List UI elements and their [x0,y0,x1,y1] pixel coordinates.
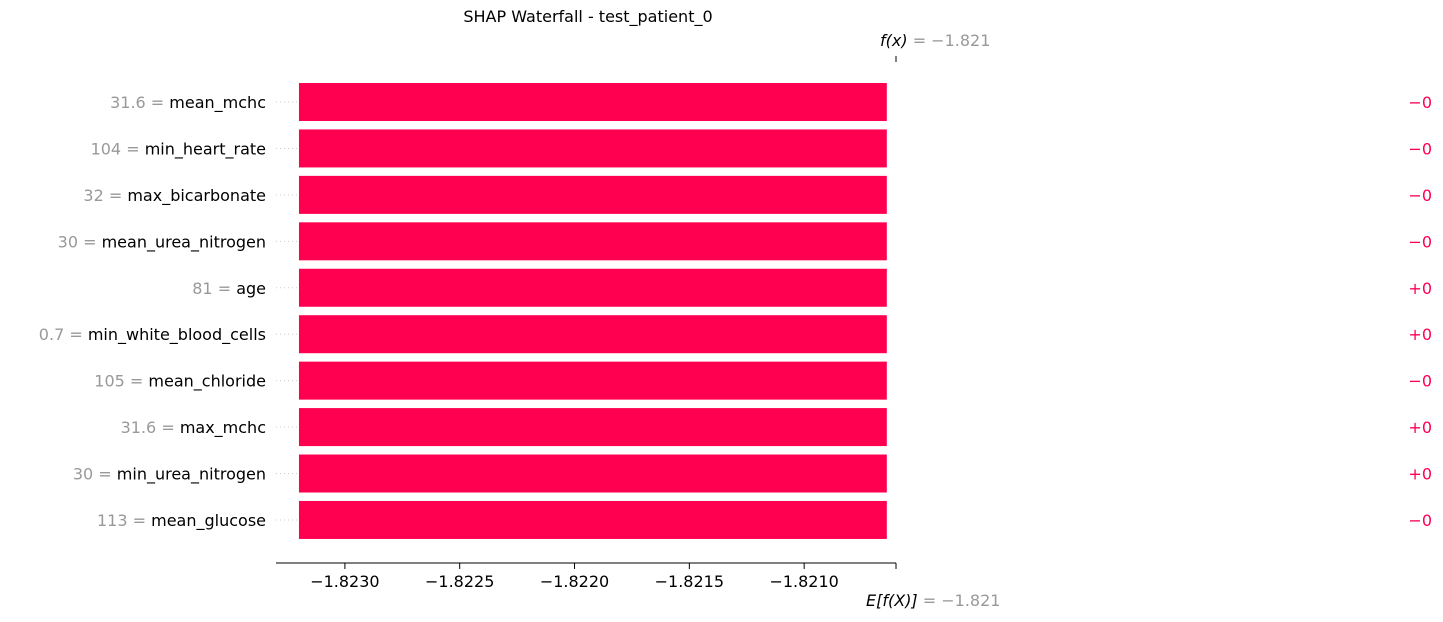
feature-label-max_bicarbonate: 32 = max_bicarbonate [83,186,266,206]
shap-value-label: −0 [1408,511,1432,530]
fx-value: = −1.821 [912,31,991,50]
shap-value-label: −0 [1408,372,1432,391]
shap-value-label: +0 [1408,465,1432,484]
x-tick-label: −1.8215 [655,572,724,591]
shap-value-label: +0 [1408,279,1432,298]
feature-name: min_white_blood_cells [88,325,266,345]
feature-label-mean_chloride: 105 = mean_chloride [94,372,266,392]
feature-value: 30 = [58,232,102,251]
efx-value: = −1.821 [922,591,1001,610]
feature-name: min_heart_rate [145,139,266,159]
feature-label-min_urea_nitrogen: 30 = min_urea_nitrogen [73,465,266,485]
feature-value: 32 = [83,186,127,205]
feature-value: 104 = [91,139,145,158]
shap-bar-min_urea_nitrogen [298,454,887,493]
x-tick-label: −1.8230 [310,572,379,591]
feature-label-mean_glucose: 113 = mean_glucose [97,511,266,531]
shap-bar-mean_chloride [298,361,887,400]
feature-value: 105 = [94,372,148,391]
feature-name: max_mchc [180,418,266,438]
feature-label-age: 81 = age [192,279,266,298]
feature-name: min_urea_nitrogen [117,465,266,485]
feature-value: 31.6 = [110,93,169,112]
efx-label: E[f(X)] [866,591,918,610]
shap-bar-age [298,268,887,307]
feature-name: mean_chloride [148,372,266,392]
x-tick-label: −1.8210 [769,572,838,591]
shap-value-label: −0 [1408,186,1432,205]
shap-bar-min_white_blood_cells [298,315,887,354]
feature-label-mean_mchc: 31.6 = mean_mchc [110,93,266,113]
shap-bar-max_bicarbonate [298,175,887,214]
fx-annotation: f(x) = −1.821 [880,31,990,50]
shap-value-label: +0 [1408,418,1432,437]
feature-name: mean_mchc [169,93,266,113]
feature-name: mean_glucose [151,511,266,531]
x-tick-label: −1.8225 [425,572,494,591]
chart-title: SHAP Waterfall - test_patient_0 [463,7,713,26]
shap-value-label: −0 [1408,93,1432,112]
shap-value-label: −0 [1408,232,1432,251]
fx-label: f(x) [880,31,908,50]
feature-name: age [236,279,266,298]
shap-bar-mean_glucose [298,500,887,539]
feature-name: max_bicarbonate [127,186,266,206]
shap-bar-mean_urea_nitrogen [298,222,887,261]
feature-label-mean_urea_nitrogen: 30 = mean_urea_nitrogen [58,232,266,252]
feature-label-max_mchc: 31.6 = max_mchc [121,418,266,438]
feature-value: 30 = [73,465,117,484]
x-tick-label: −1.8220 [540,572,609,591]
shap-bar-mean_mchc [298,83,887,121]
expected-value-annotation: E[f(X)] = −1.821 [866,591,1000,610]
feature-label-min_heart_rate: 104 = min_heart_rate [91,139,266,159]
shap-bar-max_mchc [298,408,887,447]
feature-value: 0.7 = [39,325,88,344]
feature-value: 31.6 = [121,418,180,437]
shap-bar-min_heart_rate [298,129,887,168]
shap-value-label: +0 [1408,325,1432,344]
feature-name: mean_urea_nitrogen [102,232,266,252]
shap-value-label: −0 [1408,139,1432,158]
feature-label-min_white_blood_cells: 0.7 = min_white_blood_cells [39,325,266,345]
feature-value: 81 = [192,279,236,298]
feature-value: 113 = [97,511,151,530]
